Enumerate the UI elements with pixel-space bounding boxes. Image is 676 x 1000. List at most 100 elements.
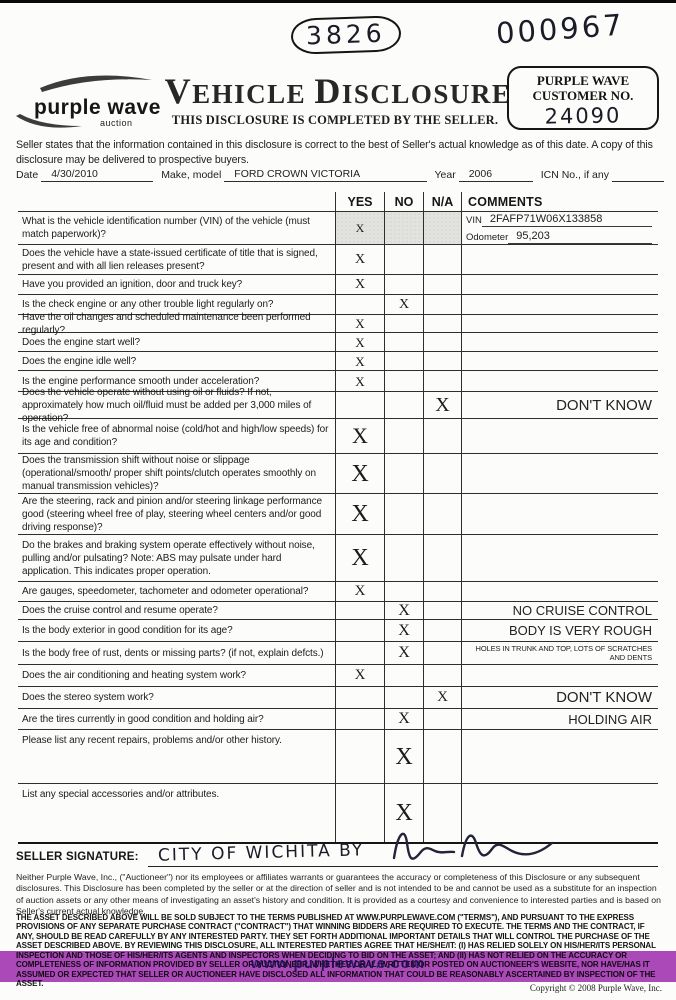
date-field: 4/30/2010	[41, 168, 154, 182]
yes-checkmark: X	[351, 460, 369, 487]
yes-cell: X	[335, 315, 384, 332]
question-text: Does the cruise control and resume opera…	[22, 605, 218, 616]
disclosure-table: YES NO N/A COMMENTS What is the vehicle …	[18, 192, 658, 844]
no-cell	[384, 245, 423, 274]
question-cell: Does the transmission shift without nois…	[18, 454, 335, 493]
table-row: Do the brakes and braking system operate…	[18, 535, 658, 582]
comment-text: NO CRUISE CONTROL	[512, 603, 652, 618]
table-row: Does the vehicle operate without using o…	[18, 387, 658, 424]
question-cell: Is the check engine or any other trouble…	[18, 295, 335, 314]
na-checkmark: X	[435, 394, 450, 416]
question-cell: List any special accessories and/or attr…	[18, 784, 335, 842]
na-cell	[423, 665, 461, 686]
comments-cell: VIN 2FAFP71W06X133858 Odometer 95,203	[461, 212, 658, 244]
no-cell: X	[384, 709, 423, 729]
no-cell	[384, 333, 423, 351]
year-field: 2006	[458, 168, 533, 182]
question-text: Are the steering, rack and pinion and/or…	[22, 495, 322, 533]
odometer-line: Odometer 95,203	[466, 230, 652, 244]
lot-number-text: 3826	[305, 18, 387, 51]
no-cell: X	[384, 602, 423, 619]
no-cell	[384, 371, 423, 391]
no-cell	[384, 275, 423, 294]
no-checkmark: X	[395, 743, 413, 770]
no-cell: X	[384, 295, 423, 314]
no-checkmark: X	[398, 710, 410, 727]
question-text: Are the tires currently in good conditio…	[22, 713, 264, 725]
comments-cell	[461, 665, 658, 686]
handwritten-lot-number: 3826	[290, 15, 402, 55]
question-cell: Have the oil changes and scheduled maint…	[18, 312, 335, 336]
na-cell	[423, 419, 461, 453]
comments-cell: DON'T KNOW	[461, 392, 658, 418]
question-text: Does the vehicle operate without using o…	[22, 386, 312, 424]
table-row: Is the engine performance smooth under a…	[18, 371, 658, 392]
icn-field	[612, 180, 664, 182]
yes-checkmark: X	[351, 501, 369, 527]
no-cell	[384, 535, 423, 581]
date-label: Date	[16, 169, 39, 181]
na-cell: X	[423, 687, 461, 708]
signature-line	[148, 866, 658, 867]
page-title: VEHICLE DISCLOSURE	[158, 71, 518, 114]
no-checkmark: X	[398, 644, 410, 661]
table-header-comments: COMMENTS	[461, 192, 658, 211]
na-cell	[423, 295, 461, 314]
question-cell: Is the body exterior in good condition f…	[18, 620, 335, 641]
question-text: Have you provided an ignition, door and …	[22, 279, 243, 290]
customer-box-label-1: PURPLE WAVE	[536, 73, 630, 88]
question-text: Is the body exterior in good condition f…	[22, 625, 233, 636]
table-row: Are gauges, speedometer, tachometer and …	[18, 582, 658, 602]
question-cell: Are the steering, rack and pinion and/or…	[18, 494, 335, 534]
question-cell: Are the tires currently in good conditio…	[18, 709, 335, 729]
na-cell	[423, 275, 461, 294]
title-word: DISCLOSURE	[314, 71, 512, 111]
yes-cell	[335, 730, 384, 783]
comments-cell	[461, 535, 658, 581]
comment-text: DON'T KNOW	[556, 689, 652, 706]
question-text: Does the engine idle well?	[22, 355, 137, 367]
no-checkmark: X	[398, 621, 410, 639]
yes-cell: X	[335, 333, 384, 351]
table-row: What is the vehicle identification numbe…	[18, 212, 658, 245]
comment-text: BODY IS VERY ROUGH	[508, 623, 652, 638]
yes-checkmark: X	[355, 221, 365, 235]
table-header-yes: YES	[335, 192, 384, 211]
yes-cell	[335, 392, 384, 418]
na-cell	[423, 602, 461, 619]
meta-line: Date 4/30/2010 Make, model FORD CROWN VI…	[16, 168, 664, 182]
page-subtitle: THIS DISCLOSURE IS COMPLETED BY THE SELL…	[171, 113, 499, 127]
make-model-field: FORD CROWN VICTORIA	[224, 168, 427, 182]
yes-cell	[335, 687, 384, 708]
logo-swoosh-top-icon	[40, 75, 152, 92]
comments-cell	[461, 730, 658, 783]
table-row: Does the engine start well? X	[18, 333, 658, 352]
question-cell: Does the vehicle operate without using o…	[18, 387, 335, 424]
table-row: Is the check engine or any other trouble…	[18, 295, 658, 315]
question-text: Please list any recent repairs, problems…	[22, 735, 282, 746]
question-text: Is the engine performance smooth under a…	[22, 375, 260, 387]
comments-cell	[461, 582, 658, 601]
customer-number-box: PURPLE WAVE CUSTOMER NO. 24090	[507, 66, 659, 130]
comments-cell: HOLES IN TRUNK AND TOP, LOTS OF SCRATCHE…	[461, 642, 658, 664]
na-cell	[423, 212, 461, 244]
yes-cell: X	[335, 212, 384, 244]
table-row: Are the steering, rack and pinion and/or…	[18, 494, 658, 535]
na-cell	[423, 709, 461, 729]
table-row: Is the vehicle free of abnormal noise (c…	[18, 419, 658, 454]
yes-checkmark: X	[352, 423, 368, 448]
na-cell	[423, 352, 461, 370]
question-text: Are gauges, speedometer, tachometer and …	[22, 586, 309, 597]
no-cell	[384, 687, 423, 708]
na-cell	[423, 245, 461, 274]
question-text: Have the oil changes and scheduled maint…	[22, 311, 311, 336]
no-cell	[384, 419, 423, 453]
yes-cell: X	[335, 494, 384, 534]
na-cell	[423, 454, 461, 493]
na-cell: X	[423, 392, 461, 418]
comment-text: HOLES IN TRUNK AND TOP, LOTS OF SCRATCHE…	[475, 643, 653, 662]
comments-cell	[461, 333, 658, 351]
comments-cell	[461, 245, 658, 274]
yes-cell: X	[335, 535, 384, 581]
